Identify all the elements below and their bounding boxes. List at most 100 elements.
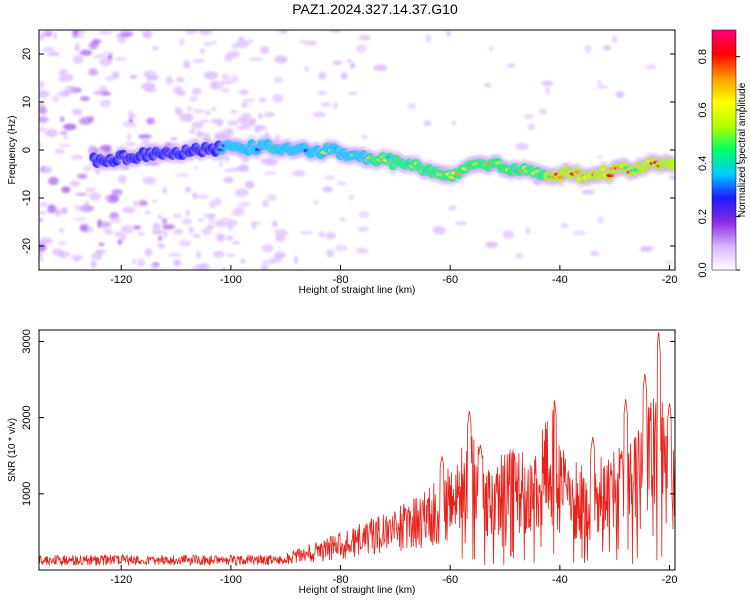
spectrogram-noise-cell [545, 86, 551, 95]
spectrogram-noise-cell [596, 85, 609, 89]
spectrogram-noise-cell [446, 30, 452, 38]
spectrogram-noise-cell [425, 34, 432, 44]
spectrogram-noise-cell [61, 208, 68, 212]
spectrogram-noise-cell [47, 204, 57, 214]
spectrogram-y-tick-label: 0 [21, 147, 33, 153]
spectrogram-noise-cell [83, 165, 92, 172]
spectrogram-noise-cell [262, 260, 276, 265]
spectrogram-noise-cell [200, 30, 213, 36]
spectrogram-noise-cell [39, 243, 47, 252]
spectrogram-noise-cell [189, 128, 196, 135]
spectrogram-noise-cell [72, 55, 84, 65]
spectrogram-noise-cell [39, 32, 45, 41]
spectrogram-noise-cell [230, 167, 243, 172]
spectrogram-noise-cell [39, 126, 48, 132]
spectrogram-noise-cell [161, 186, 168, 195]
spectrogram-noise-cell [70, 35, 85, 39]
spectrogram-noise-cell [178, 240, 192, 247]
spectrogram-noise-cell [206, 224, 215, 230]
spectrogram-noise-cell [346, 59, 352, 63]
spectrogram-noise-cell [101, 91, 112, 96]
spectrogram-noise-cell [93, 54, 107, 59]
spectrogram-noise-cell [358, 211, 370, 218]
spectrogram-noise-cell [615, 91, 625, 99]
spectrogram-noise-cell [137, 231, 146, 236]
snr-panel: -120 -100 -80 -60 -40 -20 1000 2000 3000 Height… [7, 329, 677, 596]
spectrogram-noise-cell [226, 253, 236, 258]
spectrogram-noise-cell [162, 217, 168, 225]
spectrogram-noise-cell [47, 51, 60, 57]
spectrogram-noise-cell [231, 241, 241, 245]
spectrogram-noise-cell [149, 264, 159, 269]
spectrogram-noise-cell [263, 171, 277, 175]
spectrogram-noise-cell [117, 238, 123, 245]
spectrogram-y-axis: -20 -10 0 10 20 [21, 48, 675, 254]
spectrogram-noise-cell [77, 173, 88, 179]
spectrogram-noise-cell [124, 141, 136, 147]
spectrogram-noise-cell [100, 221, 110, 230]
spectrogram-x-tick-label: -40 [552, 274, 568, 286]
spectrogram-noise-cell [71, 108, 82, 116]
spectrogram-noise-cell [212, 250, 225, 259]
spectrogram-noise-cell [79, 49, 93, 56]
spectrogram-noise-cell [292, 169, 306, 177]
spectrogram-noise-cell [184, 30, 198, 35]
spectrogram-noise-cell [58, 68, 68, 76]
spectrogram-noise-cell [320, 102, 332, 108]
spectrogram-noise-cell [326, 249, 335, 258]
spectrogram-noise-cell [329, 30, 342, 33]
spectrogram-noise-cell [340, 72, 348, 80]
colorbar-tick-label: 0.4 [697, 156, 709, 171]
spectrogram-noise-cell [138, 199, 148, 207]
spectrogram-noise-cell [668, 174, 675, 181]
spectrogram-noise-cell [128, 118, 134, 123]
spectrogram-noise-cell [151, 45, 159, 51]
spectrogram-noise-cell [111, 71, 120, 79]
spectrogram-noise-cell [185, 209, 191, 217]
spectrogram-noise-cell [157, 215, 163, 220]
spectrogram-noise-cell [142, 82, 156, 91]
spectrogram-noise-cell [142, 30, 153, 39]
spectrogram-noise-cell [238, 89, 249, 95]
colorbar-tick-label: 0.0 [697, 262, 709, 277]
spectrogram-noise-cell [484, 82, 491, 88]
spectrogram-noise-cell [48, 176, 59, 186]
spectrogram-noise-cell [209, 118, 223, 124]
spectrogram-noise-cell [162, 224, 175, 230]
spectrogram-ridge-core [669, 162, 675, 167]
spectrogram-noise-cell [63, 123, 77, 131]
spectrogram-noise-cell [146, 77, 152, 82]
spectrogram-noise-cell [137, 134, 152, 139]
spectrogram-noise-cell [211, 107, 217, 111]
snr-y-tick-label: 1000 [21, 482, 33, 506]
spectrogram-noise-cell [236, 39, 250, 49]
snr-x-tick-label: -20 [662, 574, 678, 586]
spectrogram-noise-cell [639, 245, 654, 252]
snr-y-label: SNR (10 * v/v) [7, 418, 18, 482]
spectrogram-noise-cell [173, 213, 182, 219]
snr-series-line [39, 332, 675, 567]
spectrogram-noise-cell [151, 199, 158, 203]
spectrogram-noise-cell [572, 231, 587, 236]
spectrogram-noise-cell [336, 181, 347, 186]
spectrogram-noise-cell [451, 120, 456, 126]
spectrogram-noise-cell [141, 139, 150, 144]
spectrogram-noise-cell [249, 221, 262, 226]
spectrogram-noise-cell [234, 188, 249, 197]
spectrogram-noise-cell [39, 116, 49, 123]
spectrogram-noise-cell [294, 255, 299, 265]
spectrogram-noise-cell [165, 75, 174, 85]
spectrogram-noise-cell [58, 227, 65, 234]
spectrogram-noise-cell [432, 225, 446, 235]
spectrogram-y-tick-label: 10 [21, 96, 33, 108]
spectrogram-noise-cell [144, 72, 151, 77]
spectrogram-noise-cell [241, 102, 248, 108]
spectrogram-noise-cell [122, 120, 137, 128]
spectrogram-noise-cell [226, 120, 239, 126]
spectrogram-noise-cell [127, 132, 132, 141]
spectrogram-noise-cell [173, 259, 182, 267]
spectrogram-noise-cell [355, 44, 367, 54]
spectrogram-noise-cell [42, 46, 55, 53]
spectrogram-noise-cell [209, 80, 224, 90]
colorbar-ticks: 0.0 0.2 0.4 0.6 0.8 [697, 49, 740, 278]
